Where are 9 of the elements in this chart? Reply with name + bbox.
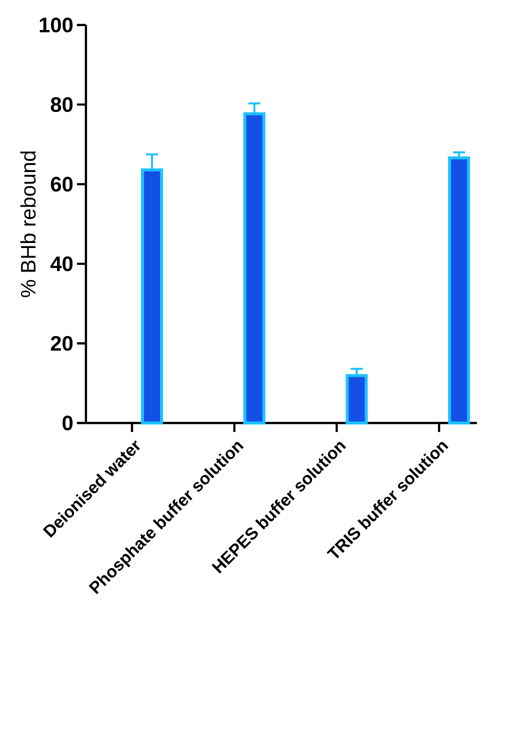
- y-tick-label: 20: [50, 336, 73, 351]
- y-tick-label: 60: [50, 176, 73, 192]
- y-tick-label: 100: [40, 18, 73, 32]
- y-axis-title: % BHb rebound: [20, 152, 36, 298]
- y-tick-label: 80: [50, 97, 73, 112]
- y-tick-label: 0: [62, 416, 73, 430]
- bar: [346, 374, 368, 424]
- bar: [448, 156, 470, 424]
- y-tick-label: 40: [50, 256, 73, 272]
